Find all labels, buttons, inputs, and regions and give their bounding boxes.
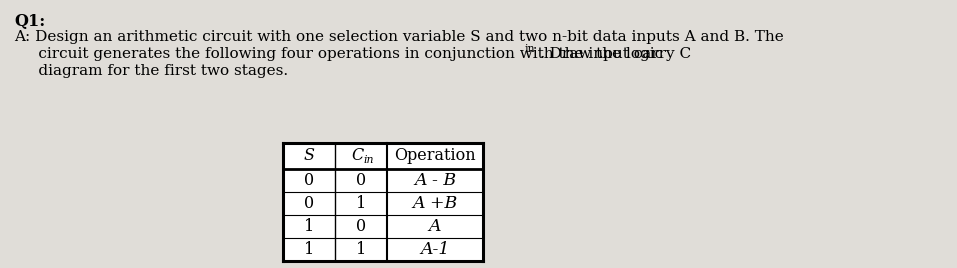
Text: . Draw the logic: . Draw the logic — [540, 47, 663, 61]
Text: circuit generates the following four operations in conjunction with the input ca: circuit generates the following four ope… — [14, 47, 691, 61]
Text: 1: 1 — [304, 218, 314, 235]
Text: diagram for the first two stages.: diagram for the first two stages. — [14, 64, 288, 78]
Text: A: A — [429, 218, 441, 235]
Text: 1: 1 — [356, 241, 367, 258]
Text: A - B: A - B — [414, 172, 456, 189]
Text: Operation: Operation — [394, 147, 476, 165]
Text: in: in — [364, 155, 374, 165]
Text: C: C — [351, 147, 363, 165]
Text: 0: 0 — [304, 195, 314, 212]
Text: S: S — [303, 147, 315, 165]
Text: 0: 0 — [304, 172, 314, 189]
Text: 1: 1 — [356, 195, 367, 212]
Text: Q1:: Q1: — [14, 13, 45, 30]
Text: A +B: A +B — [412, 195, 457, 212]
Text: 0: 0 — [356, 172, 367, 189]
Text: A: Design an arithmetic circuit with one selection variable S and two n-bit data: A: Design an arithmetic circuit with one… — [14, 30, 784, 44]
Text: A-1: A-1 — [420, 241, 450, 258]
Bar — [283, 143, 483, 261]
Text: in: in — [525, 44, 536, 54]
Text: 1: 1 — [304, 241, 314, 258]
Text: 0: 0 — [356, 218, 367, 235]
